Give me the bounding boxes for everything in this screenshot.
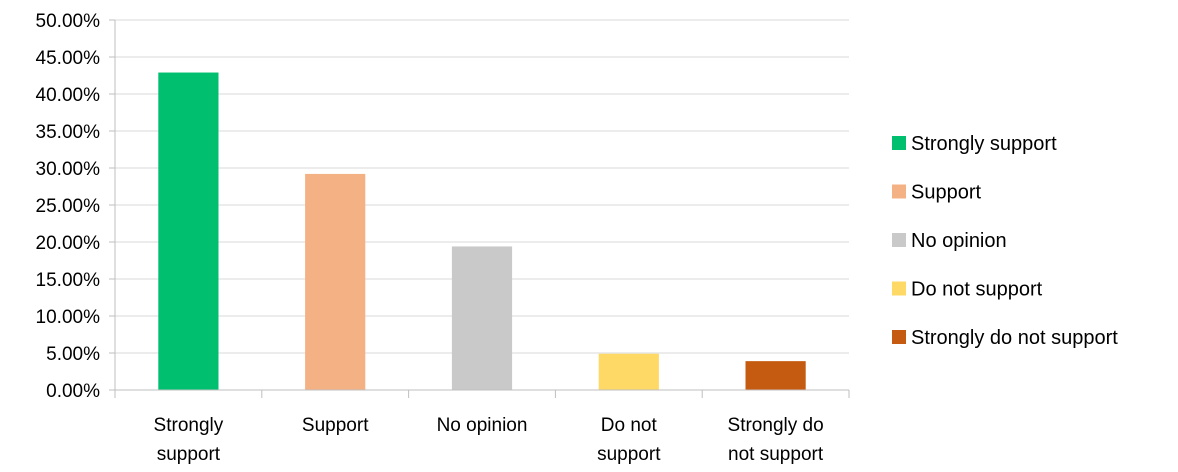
y-tick-label: 0.00%	[46, 381, 100, 402]
legend: Strongly support Support No opinion Do not …	[892, 133, 1118, 349]
x-category-label: Strongly do not support	[728, 415, 824, 465]
axes	[109, 19, 850, 398]
y-tick-label: 20.00%	[36, 233, 101, 254]
legend-label: No opinion	[911, 230, 1007, 252]
legend-swatch	[892, 281, 906, 296]
bars	[158, 72, 806, 390]
bar	[745, 361, 806, 390]
legend-label: Strongly do not support	[911, 327, 1118, 349]
x-category-label: No opinion	[437, 415, 528, 436]
bar	[158, 72, 219, 390]
legend-label: Support	[911, 182, 981, 204]
y-tick-label: 45.00%	[36, 48, 101, 69]
y-tick-label: 35.00%	[36, 122, 101, 143]
x-category-labels: Strongly support Support No opinion Do not su…	[154, 415, 824, 465]
y-tick-label: 25.00%	[36, 196, 101, 217]
legend-swatch	[892, 330, 906, 344]
y-tick-labels: 0.00% 5.00% 10.00% 15.00% 20.00% 25.00% 30.00%…	[36, 11, 101, 402]
y-tick-label: 10.00%	[36, 307, 101, 328]
bar	[451, 246, 513, 390]
y-tick-label: 40.00%	[36, 85, 101, 106]
y-tick-label: 15.00%	[36, 270, 101, 291]
x-category-label: Do not support	[597, 415, 661, 465]
legend-swatch	[892, 233, 906, 247]
x-category-label: Support	[302, 415, 369, 436]
legend-label: Do not support	[911, 279, 1043, 301]
bar	[598, 353, 659, 390]
y-tick-label: 30.00%	[36, 159, 101, 180]
y-tick-label: 5.00%	[46, 344, 100, 365]
legend-swatch	[892, 184, 906, 199]
gridlines	[115, 19, 849, 354]
x-category-label: Strongly support	[154, 415, 224, 465]
legend-swatch	[892, 136, 906, 150]
y-tick-label: 50.00%	[36, 11, 101, 32]
bar	[305, 173, 366, 390]
legend-label: Strongly support	[911, 133, 1057, 155]
